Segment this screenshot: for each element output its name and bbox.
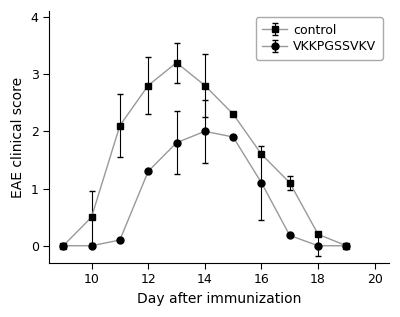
Legend: control, VKKPGSSVKV: control, VKKPGSSVKV — [256, 17, 383, 60]
X-axis label: Day after immunization: Day after immunization — [137, 292, 301, 306]
Y-axis label: EAE clinical score: EAE clinical score — [11, 76, 25, 197]
